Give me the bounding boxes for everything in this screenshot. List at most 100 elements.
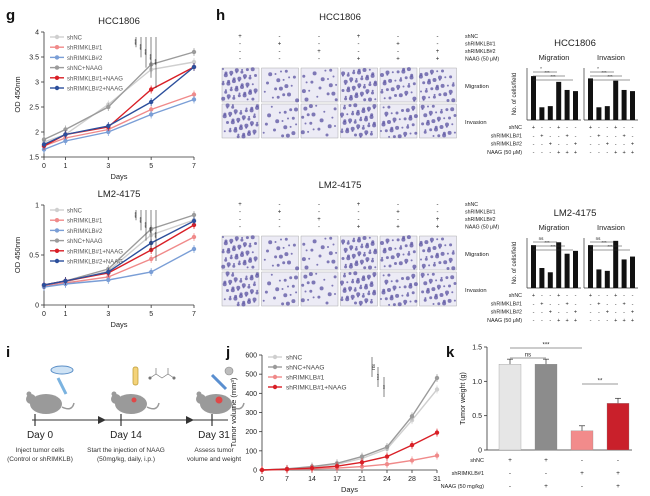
stained-cell: [275, 287, 280, 292]
stained-cell: [404, 76, 408, 80]
sig-mark: ***: [601, 240, 607, 245]
stained-cell: [266, 249, 269, 253]
stained-cell: [443, 92, 448, 97]
stained-cell: [370, 113, 374, 117]
stained-cell: [301, 283, 305, 287]
data-point: [148, 112, 154, 117]
stained-cell: [347, 254, 350, 258]
y-tick-label: 100: [245, 448, 257, 455]
stained-cell: [368, 236, 371, 239]
stained-cell: [276, 263, 280, 267]
stained-cell: [226, 94, 231, 99]
stained-cell: [223, 130, 226, 133]
stained-cell: [255, 291, 259, 295]
stained-cell: [371, 91, 374, 95]
stained-cell: [410, 259, 413, 262]
sign-mark: -: [623, 293, 625, 299]
stained-cell: [449, 75, 453, 79]
legend-label: shRIMKLB#1+NAAG: [67, 76, 123, 82]
stained-cell: [287, 260, 291, 265]
stained-cell: [241, 68, 244, 71]
sign-mark: +: [606, 142, 609, 148]
stained-cell: [310, 248, 314, 252]
stained-cell: [304, 265, 309, 270]
bar: [588, 78, 593, 120]
stained-cell: [326, 92, 330, 96]
stained-cell: [399, 77, 402, 80]
sig-mark: ***: [150, 227, 156, 233]
pipette-icon: [56, 377, 68, 395]
stained-cell: [435, 252, 439, 256]
series-line-1: [261, 377, 438, 471]
data-point: [384, 444, 390, 450]
stained-cell: [427, 273, 429, 276]
stained-cell: [396, 252, 401, 257]
row-label: NAAG (50 μM): [465, 57, 499, 63]
row-label: shNC: [465, 34, 478, 40]
stained-cell: [266, 81, 269, 85]
stained-cell: [340, 130, 344, 134]
stained-cell: [368, 265, 372, 270]
sig-mark: ***: [145, 222, 151, 228]
stained-cell: [431, 119, 436, 124]
data-point: [106, 123, 111, 129]
stained-cell: [423, 298, 427, 302]
stained-cell: [241, 283, 246, 288]
data-point: [384, 454, 390, 459]
stained-cell: [274, 241, 277, 243]
stained-cell: [365, 89, 370, 94]
stained-cell: [358, 132, 363, 137]
legend-label: shRIMKLB#1+NAAG: [286, 385, 347, 392]
sign-mark: -: [558, 133, 560, 139]
stained-cell: [306, 113, 310, 117]
stained-cell: [427, 78, 431, 82]
stained-cell: [316, 263, 319, 266]
stained-cell: [410, 91, 413, 94]
data-point: [106, 104, 111, 110]
sig-mark: ***: [607, 244, 613, 249]
sign-mark: -: [566, 142, 568, 148]
stained-cell: [254, 74, 257, 77]
sig-mark: **: [598, 379, 603, 385]
sign-mark: +: [508, 457, 512, 464]
group-label: Migration: [539, 223, 570, 232]
sign-mark: -: [358, 49, 360, 55]
stained-cell: [395, 293, 400, 298]
stained-cell: [451, 266, 456, 271]
data-point: [148, 107, 154, 112]
sign-mark: -: [397, 34, 399, 40]
timeline-desc: Inject tumor cells: [16, 447, 66, 454]
legend-label: shRIMKLB#1: [67, 219, 103, 225]
sign-mark: -: [279, 217, 281, 223]
stained-cell: [315, 104, 318, 107]
stained-cell: [394, 247, 397, 250]
stained-cell: [410, 241, 414, 245]
stained-cell: [368, 97, 372, 102]
stained-cell: [305, 249, 308, 252]
stained-cell: [340, 280, 344, 285]
sign-mark: +: [622, 133, 625, 139]
chart-title: HCC1806: [98, 16, 140, 27]
sig-mark: ***: [544, 70, 550, 75]
stained-cell: [288, 76, 291, 79]
sign-mark: -: [437, 42, 439, 48]
sign-mark: +: [622, 318, 625, 324]
panel-label-h: h: [216, 7, 225, 24]
bar: [531, 76, 536, 120]
stained-cell: [421, 263, 426, 268]
stained-cell: [230, 86, 233, 89]
sign-mark: -: [549, 125, 551, 131]
stained-cell: [429, 296, 433, 300]
stained-cell: [312, 71, 317, 76]
stained-cell: [243, 91, 247, 95]
stained-cell: [245, 236, 249, 240]
stained-cell: [451, 98, 456, 103]
stained-cell: [362, 293, 365, 295]
stained-cell: [304, 122, 307, 125]
stained-cell: [429, 128, 433, 132]
stained-cell: [395, 125, 400, 130]
stained-cell: [246, 98, 249, 101]
stained-cell: [353, 120, 357, 124]
stained-cell: [353, 103, 358, 108]
stained-cell: [349, 245, 354, 250]
